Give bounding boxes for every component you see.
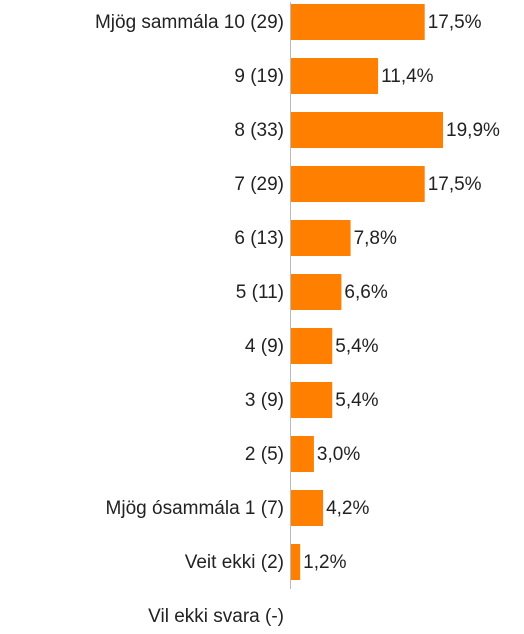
value-label: 11,4% xyxy=(381,66,434,87)
bar xyxy=(291,544,301,580)
bar xyxy=(291,490,324,526)
bar xyxy=(291,382,333,418)
value-label: 4,2% xyxy=(326,498,369,519)
category-label: 4 (9) xyxy=(245,336,284,357)
value-label: 17,5% xyxy=(428,12,482,33)
value-label: 1,2% xyxy=(303,552,346,573)
category-label: 7 (29) xyxy=(234,174,284,195)
bar xyxy=(291,436,314,472)
bar xyxy=(291,112,444,148)
bar xyxy=(291,328,333,364)
category-label: 2 (5) xyxy=(245,444,284,465)
bar xyxy=(291,58,379,94)
category-label: 8 (33) xyxy=(234,120,284,141)
bar xyxy=(291,220,351,256)
value-label: 3,0% xyxy=(317,444,360,465)
value-label: 6,6% xyxy=(344,282,387,303)
category-label: Mjög ósammála 1 (7) xyxy=(106,498,284,519)
bar xyxy=(291,274,342,310)
value-label: 5,4% xyxy=(335,390,378,411)
bar xyxy=(291,4,425,40)
value-label: 19,9% xyxy=(446,120,500,141)
value-label: 5,4% xyxy=(335,336,378,357)
category-label: Veit ekki (2) xyxy=(185,552,284,573)
category-label: Mjög sammála 10 (29) xyxy=(95,12,284,33)
category-label: 5 (11) xyxy=(236,282,284,303)
category-label: 6 (13) xyxy=(234,228,284,249)
value-label: 17,5% xyxy=(428,174,482,195)
bar xyxy=(291,166,425,202)
category-label: Vil ekki svara (-) xyxy=(148,606,284,627)
category-label: 9 (19) xyxy=(234,66,284,87)
category-label: 3 (9) xyxy=(245,390,284,411)
value-label: 7,8% xyxy=(354,228,397,249)
